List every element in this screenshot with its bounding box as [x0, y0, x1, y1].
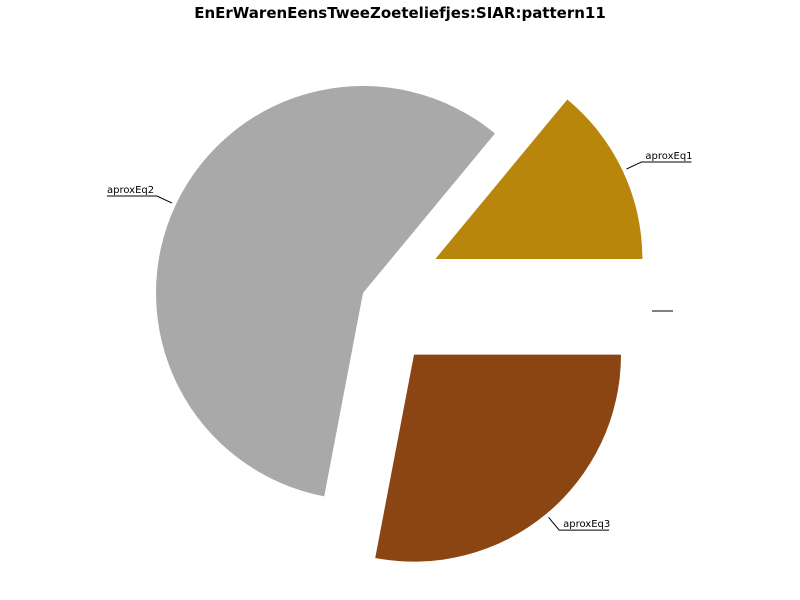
slice-label-aproxEq3: aproxEq3 [563, 519, 610, 530]
chart-title: EnErWarenEensTweeZoeteliefjes:SIAR:patte… [194, 4, 606, 22]
pie-slices [156, 85, 643, 562]
pie-labels: aproxEq1 aproxEq2 aproxEq3 [106, 151, 693, 531]
leader-line-aproxEq2 [106, 195, 173, 204]
pie-slice-aproxEq3 [375, 354, 621, 562]
slice-label-aproxEq1: aproxEq1 [645, 151, 692, 162]
leader-line-aproxEq1 [626, 161, 692, 170]
pie-slice-aproxEq2 [156, 85, 495, 497]
leader-line-aproxEq3 [548, 517, 610, 531]
pie-slice-aproxEq1 [435, 99, 643, 259]
slice-label-aproxEq2: aproxEq2 [107, 185, 154, 196]
